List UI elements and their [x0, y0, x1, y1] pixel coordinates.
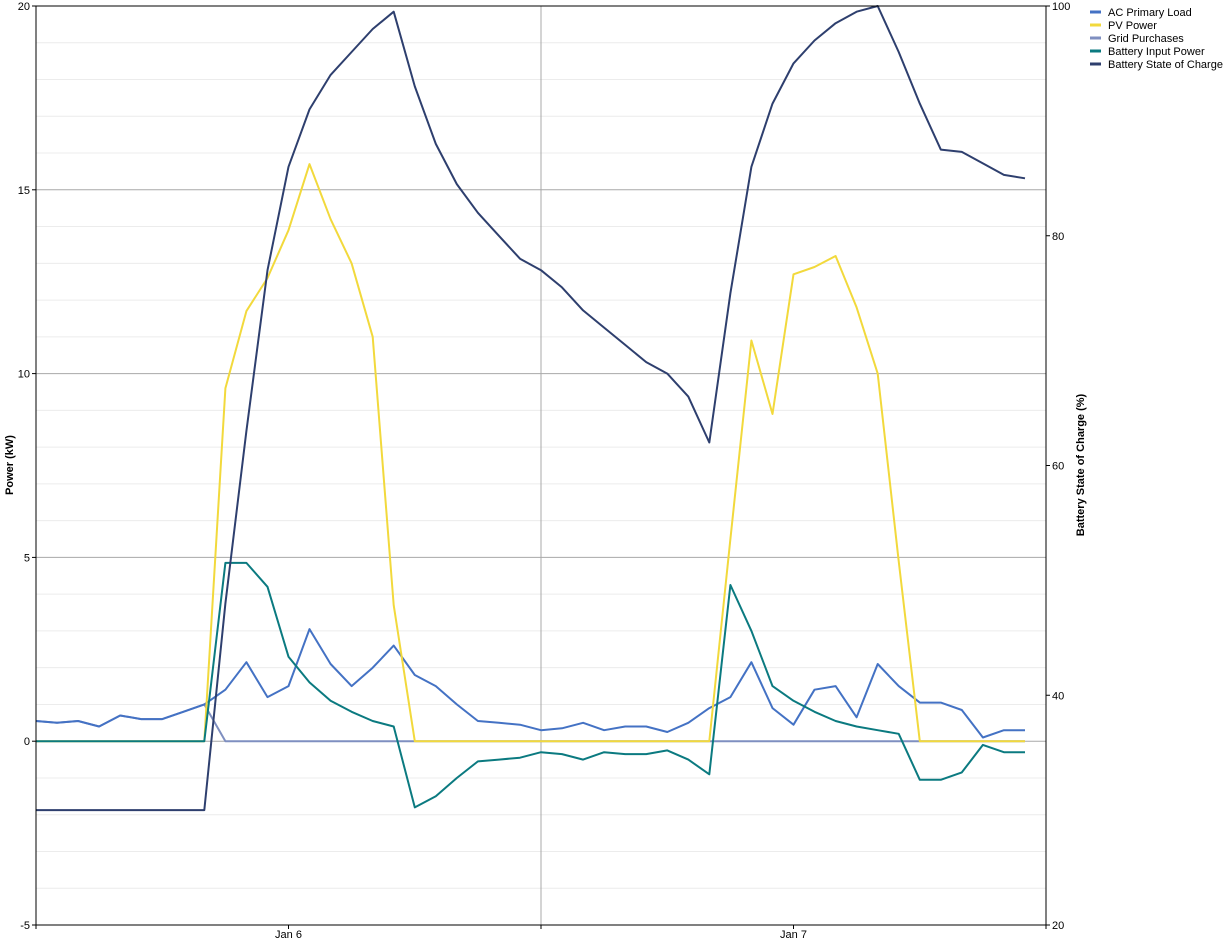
- series-line-battery-state-of-charge: [36, 5, 1026, 812]
- right-axis-tick-label: 60: [1052, 461, 1064, 473]
- series-line-battery-input-power: [36, 561, 1025, 809]
- left-axis-tick-label: 15: [18, 185, 30, 197]
- left-axis-tick-label: 0: [24, 736, 30, 748]
- x-axis-tick-label: Jan 6: [275, 929, 302, 941]
- legend-label: Grid Purchases: [1108, 33, 1184, 45]
- left-axis-tick-label: 5: [24, 552, 30, 564]
- series-line-grid-purchases: [35, 703, 1025, 743]
- left-axis-tick-label: 10: [18, 369, 30, 381]
- plot-area: [35, 5, 1026, 812]
- axes: -5 0 5 10 15 20 20 40 60 80 100 Jan 6 Jan 7: [18, 1, 1071, 941]
- right-axis-tick-label: 20: [1052, 920, 1064, 932]
- left-axis-tick-label: -5: [20, 920, 30, 932]
- series-line-pv-power: [36, 163, 1025, 743]
- legend-label: AC Primary Load: [1108, 7, 1192, 19]
- series-line-ac-primary-load: [35, 628, 1025, 739]
- left-axis-tick-label: 20: [18, 1, 30, 13]
- legend-label: PV Power: [1108, 20, 1157, 32]
- right-axis-title: Battery State of Charge (%): [1075, 393, 1087, 536]
- grid-lines: [36, 5, 1046, 926]
- right-axis-tick-label: 100: [1052, 1, 1070, 13]
- left-axis-title: Power (kW): [4, 435, 16, 495]
- right-axis-tick-label: 80: [1052, 231, 1064, 243]
- x-axis-tick-label: Jan 7: [780, 929, 807, 941]
- legend-label: Battery State of Charge: [1108, 59, 1223, 71]
- legend-label: Battery Input Power: [1108, 46, 1205, 58]
- right-axis-tick-label: 40: [1052, 690, 1064, 702]
